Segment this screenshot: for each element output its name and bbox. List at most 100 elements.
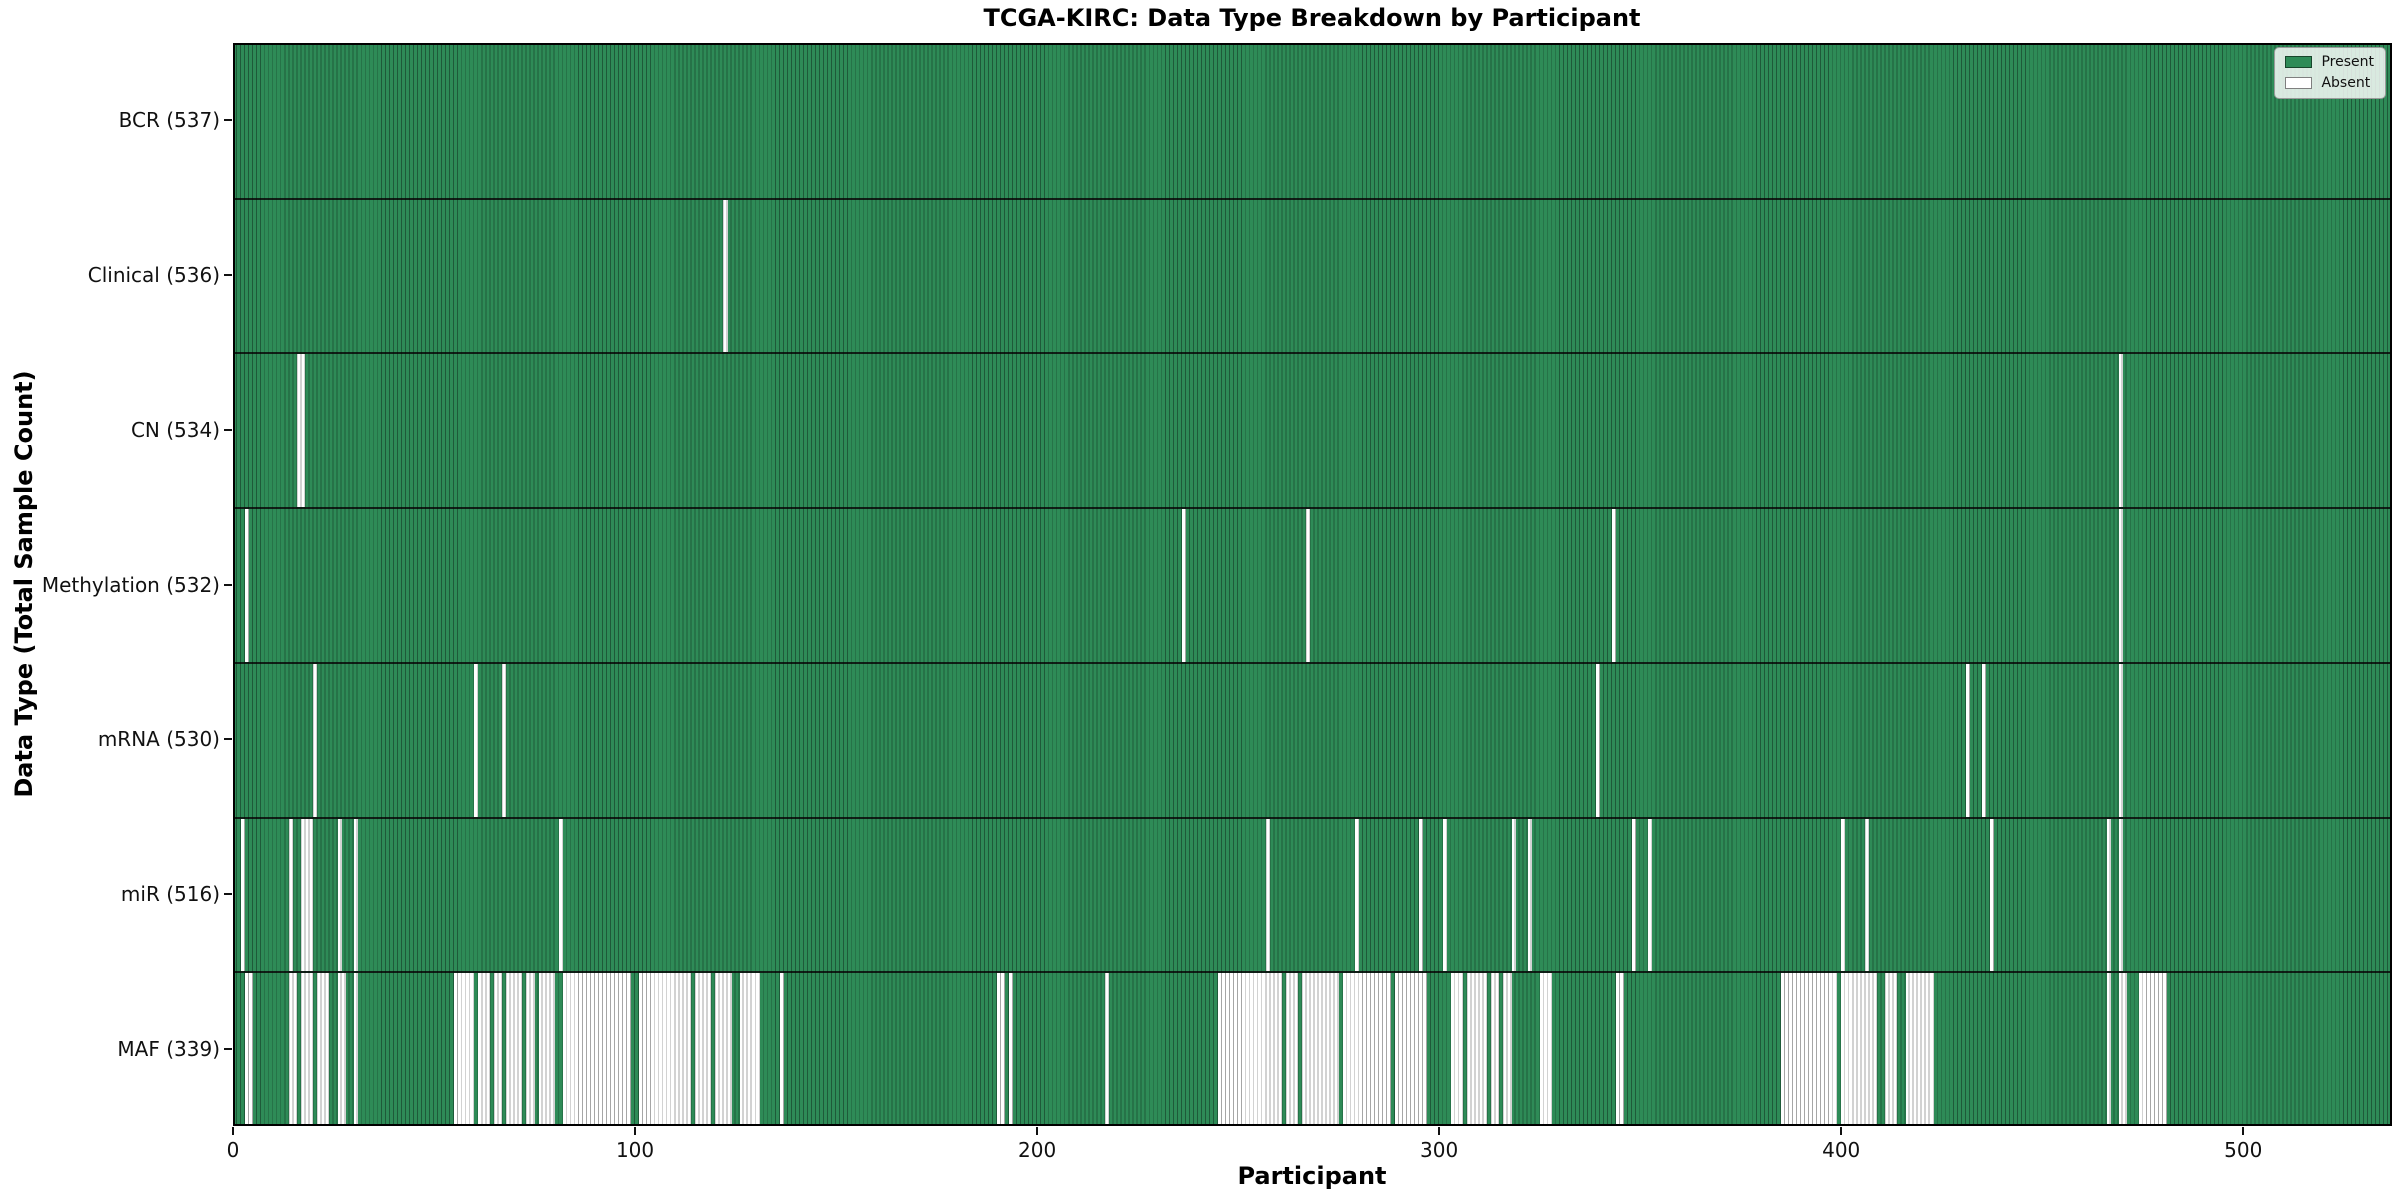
y-tick-mark [224, 1047, 232, 1050]
y-tick-mark [224, 892, 232, 895]
y-tick-label-miR: miR (516) [120, 881, 220, 906]
absent-stripe [779, 973, 784, 1126]
absent-stripe [1612, 509, 1617, 662]
absent-stripe [2118, 509, 2123, 662]
absent-stripe [1181, 509, 1186, 662]
absent-stripe [245, 509, 250, 662]
y-tick-label-Clinical: Clinical (536) [87, 263, 220, 288]
absent-stripe [1503, 973, 1512, 1126]
legend-entry-present: Present [2285, 55, 2374, 69]
absent-stripe [558, 818, 563, 972]
absent-stripe [1885, 973, 1898, 1126]
absent-stripe [297, 354, 306, 508]
absent-stripe [1419, 818, 1424, 972]
absent-stripe [715, 973, 732, 1126]
heatmap-row-mRNA [233, 661, 2392, 817]
absent-stripe [454, 973, 475, 1126]
legend-swatch-absent [2285, 77, 2313, 89]
absent-stripe [289, 973, 298, 1126]
absent-stripe [2138, 973, 2167, 1126]
absent-stripe [1841, 973, 1878, 1126]
y-tick-label-mRNA: mRNA (530) [97, 727, 220, 752]
absent-stripe [1865, 818, 1870, 972]
x-tick-label-200: 200 [1018, 1138, 1057, 1162]
absent-stripe [526, 973, 535, 1126]
x-tick-mark [1036, 1127, 1039, 1135]
y-tick-mark [224, 738, 232, 741]
absent-stripe [1302, 973, 1339, 1126]
legend-label: Present [2321, 54, 2374, 70]
absent-stripe [474, 663, 479, 817]
absent-stripe [1989, 818, 1994, 972]
x-tick-mark [634, 1127, 637, 1135]
absent-stripe [1451, 973, 1464, 1126]
absent-stripe [2106, 818, 2111, 972]
absent-stripe [1616, 973, 1625, 1126]
absent-stripe [1780, 973, 1838, 1126]
absent-stripe [2118, 354, 2123, 508]
absent-stripe [1286, 973, 1299, 1126]
absent-stripe [1467, 973, 1488, 1126]
absent-stripe [1306, 509, 1311, 662]
y-tick-label-MAF: MAF (339) [117, 1036, 220, 1061]
absent-stripe [1443, 818, 1448, 972]
x-tick-mark [1438, 1127, 1441, 1135]
legend-label: Absent [2321, 75, 2371, 91]
x-tick-mark [1840, 1127, 1843, 1135]
absent-stripe [301, 973, 314, 1126]
legend-entry-absent: Absent [2285, 76, 2374, 90]
absent-stripe [502, 663, 507, 817]
x-tick-mark [232, 1127, 234, 1135]
heatmap-row-MAF [233, 971, 2392, 1126]
legend: Present Absent [2274, 47, 2386, 99]
absent-stripe [1218, 973, 1283, 1126]
absent-stripe [723, 199, 728, 353]
absent-stripe [1008, 973, 1013, 1126]
legend-swatch-present [2285, 56, 2313, 68]
absent-stripe [1981, 663, 1986, 817]
absent-stripe [1841, 818, 1846, 972]
absent-stripe [337, 818, 342, 972]
absent-stripe [494, 973, 503, 1126]
absent-stripe [1394, 973, 1428, 1126]
absent-stripe [739, 973, 760, 1126]
x-tick-label-500: 500 [2224, 1138, 2263, 1162]
absent-stripe [506, 973, 523, 1126]
absent-stripe [1648, 818, 1653, 972]
absent-stripe [241, 818, 246, 972]
y-tick-label-CN: CN (534) [130, 417, 220, 442]
heatmap-row-BCR [233, 43, 2392, 198]
absent-stripe [1354, 818, 1359, 972]
absent-stripe [1105, 973, 1110, 1126]
absent-stripe [2118, 663, 2123, 817]
absent-stripe [1511, 818, 1516, 972]
y-tick-mark [224, 274, 232, 277]
heatmap-row-Clinical [233, 197, 2392, 353]
absent-stripe [317, 973, 330, 1126]
plot-area: Present Absent [233, 43, 2392, 1126]
heatmap-row-CN [233, 352, 2392, 508]
absent-stripe [353, 818, 358, 972]
absent-stripe [2118, 818, 2123, 972]
y-tick-mark [224, 428, 232, 431]
absent-stripe [1965, 663, 1970, 817]
absent-stripe [1905, 973, 1934, 1126]
absent-stripe [1266, 818, 1271, 972]
chart-title: TCGA-KIRC: Data Type Breakdown by Partic… [983, 4, 1641, 32]
absent-stripe [478, 973, 491, 1126]
y-tick-mark [224, 583, 232, 586]
absent-stripe [337, 973, 346, 1126]
absent-stripe [353, 973, 358, 1126]
absent-stripe [1539, 973, 1552, 1126]
y-tick-label-Methylation: Methylation (532) [41, 572, 220, 597]
y-tick-mark [224, 119, 232, 122]
y-tick-label-BCR: BCR (537) [118, 108, 220, 133]
absent-stripe [1491, 973, 1500, 1126]
absent-stripe [1632, 818, 1637, 972]
heatmap-row-miR [233, 816, 2392, 972]
x-axis-label: Participant [1237, 1162, 1387, 1190]
absent-stripe [289, 818, 294, 972]
absent-stripe [996, 973, 1005, 1126]
absent-stripe [695, 973, 712, 1126]
